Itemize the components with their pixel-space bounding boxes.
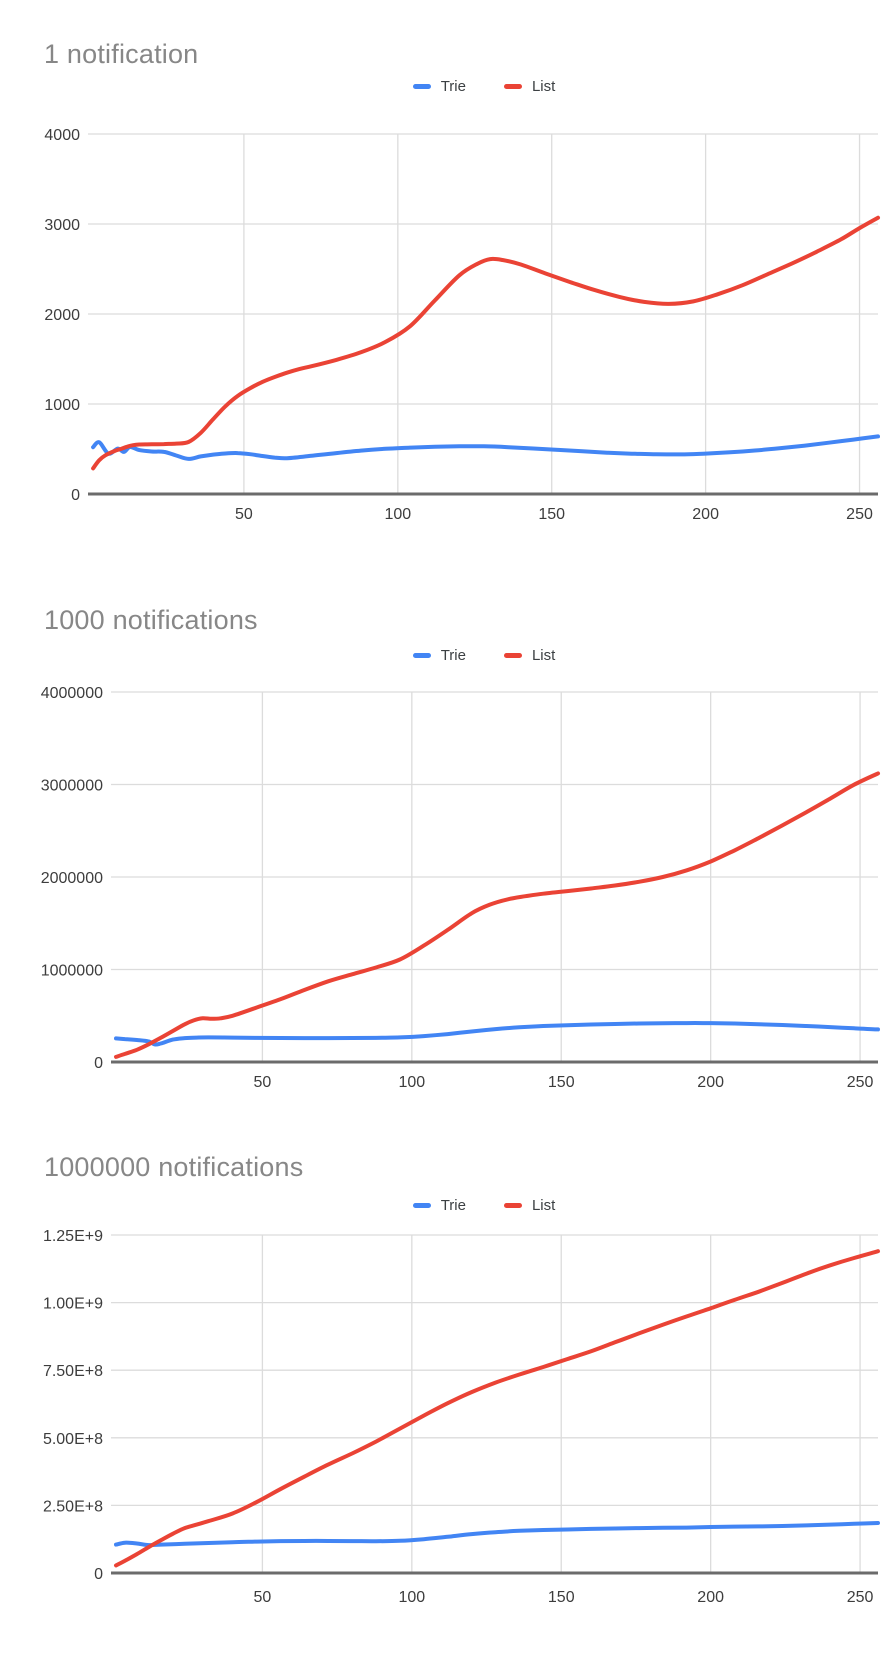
list-series-swatch-icon	[503, 652, 522, 658]
line-chart-canvas: 0 1000000 2000000 3000000 4000000 50 100 150 200…	[41, 685, 880, 1091]
chart-title: 1 notification	[44, 39, 199, 69]
chart-title: 1000 notifications	[44, 605, 258, 635]
legend-label-list: List	[531, 646, 556, 664]
y-axis-tick-label: 1.25E+9	[43, 1228, 103, 1245]
legend-label-trie: Trie	[440, 77, 466, 95]
y-axis-tick-label: 0	[71, 487, 80, 504]
x-axis-tick-label: 100	[398, 1589, 425, 1606]
trie-series-swatch-icon	[412, 83, 431, 89]
x-axis-tick-label: 200	[697, 1074, 724, 1091]
x-axis-tick-label: 150	[538, 506, 565, 523]
legend-item-trie: Trie	[412, 77, 466, 95]
y-axis-tick-label: 0	[94, 1055, 103, 1072]
x-axis-tick-label: 200	[692, 506, 719, 523]
y-axis-tick-label: 3000	[44, 217, 80, 234]
legend: Trie List	[90, 645, 878, 665]
legend-item-list: List	[503, 1196, 556, 1214]
x-axis-tick-label: 250	[846, 506, 873, 523]
x-axis-tick-label: 150	[548, 1074, 575, 1091]
chart-section-1000000-notifications: 1000000 notifications Trie List 0 2.50E+8…	[0, 1100, 896, 1673]
x-axis-tick-label: 150	[548, 1589, 575, 1606]
y-axis-tick-label: 1.00E+9	[43, 1296, 103, 1313]
legend-item-list: List	[503, 77, 556, 95]
legend-label-list: List	[531, 1196, 556, 1214]
series-line-trie	[114, 1021, 880, 1047]
y-axis-tick-label: 5.00E+8	[43, 1431, 103, 1448]
legend: Trie List	[90, 76, 878, 96]
legend: Trie List	[90, 1195, 878, 1215]
x-axis-tick-label: 100	[384, 506, 411, 523]
y-axis-tick-label: 2.50E+8	[43, 1498, 103, 1515]
legend-label-trie: Trie	[440, 646, 466, 664]
line-chart-canvas: 0 1000 2000 3000 4000 50 100 150 200 250	[44, 127, 880, 523]
x-axis-tick-label: 100	[398, 1074, 425, 1091]
x-axis-tick-label: 250	[847, 1589, 874, 1606]
legend-label-list: List	[531, 77, 556, 95]
legend-label-trie: Trie	[440, 1196, 466, 1214]
y-axis-tick-label: 2000000	[41, 870, 103, 887]
legend-item-trie: Trie	[412, 646, 466, 664]
trie-series-swatch-icon	[412, 1202, 431, 1208]
x-axis-tick-label: 250	[847, 1074, 874, 1091]
series-line-trie	[114, 1521, 880, 1548]
y-axis-tick-label: 2000	[44, 307, 80, 324]
x-axis-tick-label: 50	[254, 1074, 272, 1091]
series-line-list	[91, 215, 880, 471]
series-line-list	[114, 1249, 880, 1568]
chart-title: 1000000 notifications	[44, 1152, 304, 1182]
series-line-list	[114, 771, 880, 1059]
y-axis-tick-label: 4000000	[41, 685, 103, 702]
trie-series-swatch-icon	[412, 652, 431, 658]
line-chart-canvas: 0 2.50E+8 5.00E+8 7.50E+8 1.00E+9 1.25E+9 50 10…	[43, 1228, 880, 1606]
x-axis-tick-label: 200	[697, 1589, 724, 1606]
chart-section-1-notification: 1 notification Trie List 0 1000 2000 3000 40…	[0, 0, 896, 545]
list-series-swatch-icon	[503, 83, 522, 89]
x-axis-tick-label: 50	[235, 506, 253, 523]
legend-item-list: List	[503, 646, 556, 664]
y-axis-tick-label: 1000000	[41, 963, 103, 980]
y-axis-tick-label: 4000	[44, 127, 80, 144]
x-axis-tick-label: 50	[254, 1589, 272, 1606]
y-axis-tick-label: 7.50E+8	[43, 1363, 103, 1380]
y-axis-tick-label: 0	[94, 1566, 103, 1583]
series-line-trie	[91, 434, 880, 461]
chart-section-1000-notifications: 1000 notifications Trie List 0 1000000 200…	[0, 545, 896, 1100]
y-axis-tick-label: 1000	[44, 397, 80, 414]
y-axis-tick-label: 3000000	[41, 778, 103, 795]
list-series-swatch-icon	[503, 1202, 522, 1208]
legend-item-trie: Trie	[412, 1196, 466, 1214]
